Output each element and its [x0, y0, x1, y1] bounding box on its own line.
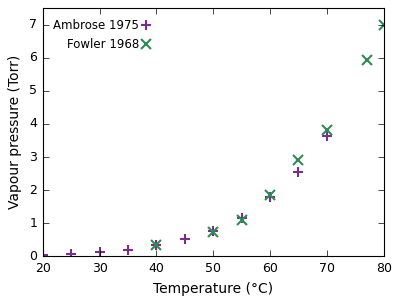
- Fowler 1968: [364, 58, 369, 61]
- Fowler 1968: [296, 158, 301, 161]
- Y-axis label: Vapour pressure (Torr): Vapour pressure (Torr): [8, 55, 22, 209]
- Ambrose 1975: [268, 195, 272, 199]
- Ambrose 1975: [182, 237, 187, 241]
- Ambrose 1975: [69, 252, 74, 255]
- Fowler 1968: [381, 23, 386, 27]
- Line: Fowler 1968: Fowler 1968: [152, 20, 388, 250]
- Legend: Ambrose 1975, Fowler 1968: Ambrose 1975, Fowler 1968: [49, 14, 154, 56]
- Ambrose 1975: [97, 250, 102, 254]
- Ambrose 1975: [126, 248, 130, 251]
- Fowler 1968: [154, 244, 159, 247]
- Fowler 1968: [268, 193, 272, 197]
- Ambrose 1975: [239, 216, 244, 220]
- Fowler 1968: [324, 128, 329, 132]
- Ambrose 1975: [40, 253, 45, 256]
- Ambrose 1975: [211, 230, 216, 233]
- Ambrose 1975: [154, 243, 159, 247]
- Fowler 1968: [211, 230, 216, 234]
- Line: Ambrose 1975: Ambrose 1975: [38, 131, 332, 259]
- Ambrose 1975: [324, 134, 329, 137]
- Ambrose 1975: [296, 170, 301, 174]
- X-axis label: Temperature (°C): Temperature (°C): [153, 282, 273, 296]
- Fowler 1968: [239, 218, 244, 222]
